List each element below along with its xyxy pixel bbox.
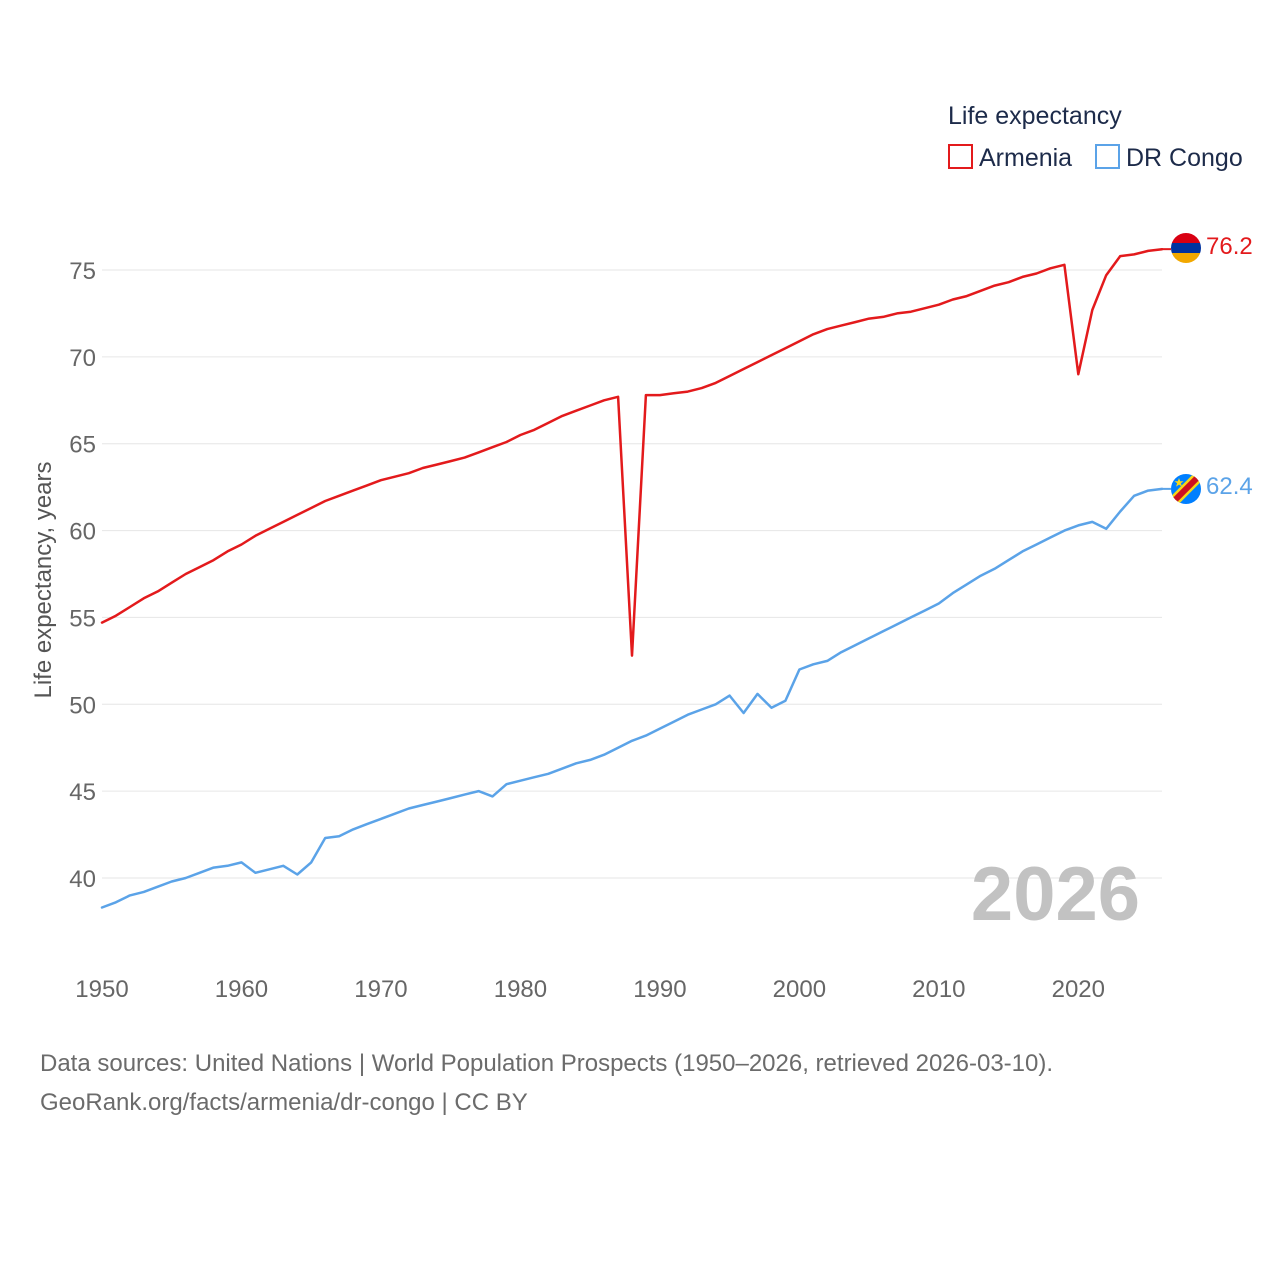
y-tick-50: 50: [69, 692, 96, 719]
legend-item-dr-congo[interactable]: DR Congo: [1095, 144, 1243, 172]
y-axis-title: Life expectancy, years: [30, 461, 57, 698]
legend-item-armenia[interactable]: Armenia: [948, 144, 1072, 172]
series-line-dr-congo[interactable]: [100, 487, 1164, 909]
y-tick-45: 45: [69, 779, 96, 806]
x-tick-2020: 2020: [1052, 976, 1105, 1003]
footer: Data sources: United Nations | World Pop…: [40, 1044, 1053, 1122]
x-tick-1980: 1980: [494, 976, 547, 1003]
legend-label-dr-congo: DR Congo: [1126, 144, 1243, 172]
end-label-dr-congo: 62.4: [1206, 473, 1253, 500]
legend-label-armenia: Armenia: [979, 144, 1072, 172]
x-tick-1990: 1990: [633, 976, 686, 1003]
y-tick-55: 55: [69, 605, 96, 632]
y-tick-70: 70: [69, 345, 96, 372]
footer-link[interactable]: GeoRank.org/facts/armenia/dr-congo | CC …: [40, 1089, 528, 1116]
armenia-flag-icon: [1171, 233, 1201, 263]
y-axis-ticks: 40 45 50 55 60 65 70 75: [69, 258, 96, 893]
y-tick-60: 60: [69, 519, 96, 546]
legend-swatch-dr-congo: [1095, 144, 1120, 169]
end-label-armenia: 76.2: [1206, 233, 1253, 260]
x-tick-1950: 1950: [75, 976, 128, 1003]
footer-sources: Data sources: United Nations | World Pop…: [40, 1050, 1054, 1077]
gridlines: [102, 269, 1162, 879]
x-tick-1970: 1970: [354, 976, 407, 1003]
x-tick-2010: 2010: [912, 976, 965, 1003]
year-watermark: 2026: [971, 852, 1140, 937]
legend-swatch-armenia: [948, 144, 973, 169]
x-tick-2000: 2000: [773, 976, 826, 1003]
x-axis-ticks: 1950 1960 1970 1980 1990 2000 2010 2020: [75, 976, 1105, 1003]
y-tick-65: 65: [69, 432, 96, 459]
y-tick-75: 75: [69, 258, 96, 285]
series-line-armenia[interactable]: [100, 247, 1164, 657]
series-lines: [100, 247, 1171, 909]
dr-congo-flag-icon: [1171, 474, 1201, 504]
legend-title: Life expectancy: [948, 102, 1122, 130]
x-tick-1960: 1960: [215, 976, 268, 1003]
legend: Life expectancy Armenia DR Congo: [948, 102, 1243, 172]
y-tick-40: 40: [69, 866, 96, 893]
